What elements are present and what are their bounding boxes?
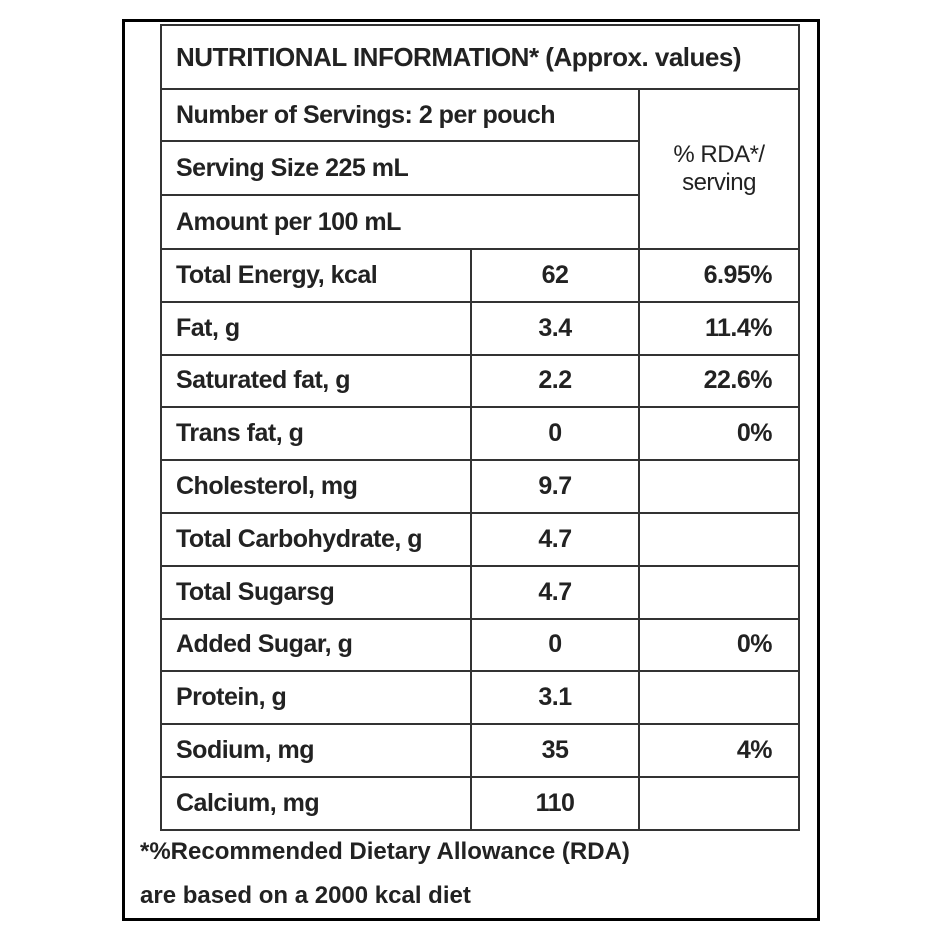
nutrient-amount: 3.4 — [470, 300, 640, 356]
serving-size: Serving Size 225 mL — [160, 140, 640, 196]
nutrient-amount: 2.2 — [470, 353, 640, 409]
footnote-line: *%Recommended Dietary Allowance (RDA) — [140, 838, 630, 865]
nutrient-name: Trans fat, g — [160, 406, 472, 462]
title: NUTRITIONAL INFORMATION* (Approx. values… — [160, 24, 800, 90]
nutrient-rda: 0% — [638, 406, 800, 462]
nutrient-rda — [638, 512, 800, 567]
nutrient-rda: 11.4% — [638, 300, 800, 356]
nutrient-name: Total Sugarsg — [160, 564, 472, 620]
nutrient-name: Total Energy, kcal — [160, 248, 472, 303]
nutrient-rda: 4% — [638, 723, 800, 778]
nutrient-name: Saturated fat, g — [160, 353, 472, 409]
rda-heading: % RDA*/ serving — [638, 88, 800, 250]
nutrient-name: Protein, g — [160, 670, 472, 726]
nutrient-name: Sodium, mg — [160, 723, 472, 778]
servings: Number of Servings: 2 per pouch — [160, 88, 640, 142]
nutrient-amount: 35 — [470, 723, 640, 778]
nutrient-amount: 4.7 — [470, 512, 640, 567]
nutrient-amount: 62 — [470, 248, 640, 303]
footnote-line: are based on a 2000 kcal diet — [140, 882, 471, 909]
footnote: *%Recommended Dietary Allowance (RDA) ar… — [140, 830, 780, 918]
nutrient-rda — [638, 459, 800, 514]
nutrient-name: Added Sugar, g — [160, 617, 472, 673]
nutrient-rda — [638, 670, 800, 726]
nutrient-name: Fat, g — [160, 300, 472, 356]
nutrient-amount: 0 — [470, 406, 640, 462]
nutrient-amount: 0 — [470, 617, 640, 673]
nutrient-name: Total Carbohydrate, g — [160, 512, 472, 567]
nutrient-name: Cholesterol, mg — [160, 459, 472, 514]
nutrient-rda: 22.6% — [638, 353, 800, 409]
nutrient-amount: 9.7 — [470, 459, 640, 514]
nutrient-rda: 6.95% — [638, 248, 800, 303]
nutrient-rda — [638, 564, 800, 620]
nutrient-rda — [638, 776, 800, 831]
amount-per: Amount per 100 mL — [160, 194, 640, 250]
rda-heading-line: % RDA*/ — [673, 141, 765, 168]
frame — [122, 19, 820, 921]
nutrient-name: Calcium, mg — [160, 776, 472, 831]
nutrient-amount: 3.1 — [470, 670, 640, 726]
nutrient-amount: 4.7 — [470, 564, 640, 620]
nutrient-amount: 110 — [470, 776, 640, 831]
nutrient-rda: 0% — [638, 617, 800, 673]
rda-heading-line: serving — [682, 169, 756, 196]
